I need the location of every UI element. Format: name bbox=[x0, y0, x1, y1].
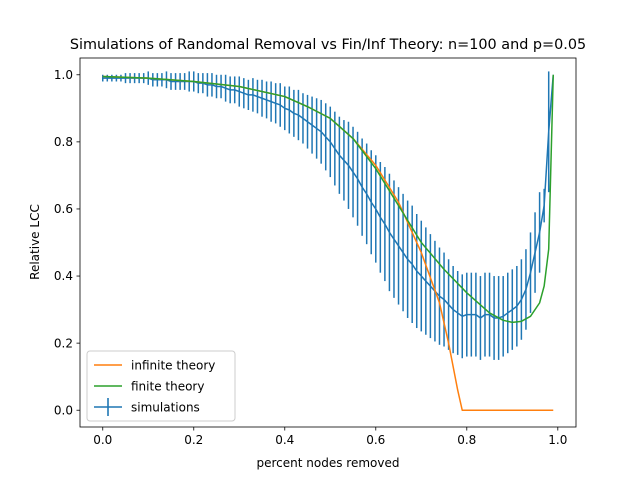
legend-label-infinite-theory: infinite theory bbox=[131, 359, 215, 373]
y-tick-label-3: 0.6 bbox=[54, 202, 73, 216]
plot-area bbox=[102, 71, 554, 411]
line-simulations bbox=[102, 74, 554, 319]
y-tick-label-4: 0.8 bbox=[54, 135, 73, 149]
x-tick-label-3: 0.6 bbox=[366, 433, 385, 447]
y-tick-label-0: 0.0 bbox=[54, 403, 73, 417]
x-tick-label-0: 0.0 bbox=[93, 433, 112, 447]
x-tick-label-5: 1.0 bbox=[548, 433, 567, 447]
chart-title: Simulations of Randomal Removal vs Fin/I… bbox=[70, 37, 586, 53]
x-tick-label-1: 0.2 bbox=[184, 433, 203, 447]
y-tick-label-5: 1.0 bbox=[54, 68, 73, 82]
series-finite-theory bbox=[102, 74, 554, 324]
series-simulations bbox=[102, 71, 554, 360]
y-axis-label: Relative LCC bbox=[28, 204, 42, 280]
y-tick-label-2: 0.4 bbox=[54, 269, 73, 283]
legend-box bbox=[86, 350, 236, 422]
x-tick-label-2: 0.4 bbox=[275, 433, 294, 447]
legend-label-finite-theory: finite theory bbox=[131, 380, 204, 394]
y-axis: 0.0 0.2 0.4 0.6 0.8 1.0 bbox=[54, 68, 80, 417]
line-finite-theory bbox=[102, 74, 554, 324]
y-tick-label-1: 0.2 bbox=[54, 336, 73, 350]
x-axis-label: percent nodes removed bbox=[257, 456, 400, 470]
x-tick-label-4: 0.8 bbox=[457, 433, 476, 447]
legend-label-simulations: simulations bbox=[131, 401, 200, 415]
legend: infinite theory finite theory simulation… bbox=[86, 350, 236, 422]
x-axis: 0.0 0.2 0.4 0.6 0.8 1.0 bbox=[93, 427, 567, 447]
plot-frame bbox=[79, 57, 577, 428]
